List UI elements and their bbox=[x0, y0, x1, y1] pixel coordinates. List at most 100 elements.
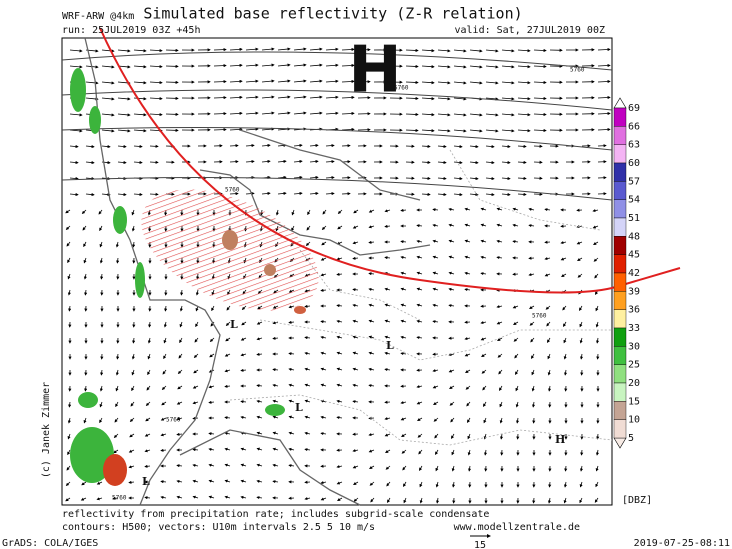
wind-arrow bbox=[448, 223, 455, 227]
wind-arrow bbox=[453, 176, 463, 181]
copyright: (c) Janek Zimmer bbox=[41, 382, 52, 478]
wind-arrow bbox=[432, 385, 439, 389]
wind-arrow bbox=[501, 97, 515, 101]
wind-arrow bbox=[208, 447, 215, 452]
wind-arrow bbox=[160, 433, 167, 437]
wind-arrow bbox=[496, 223, 503, 227]
wind-arrow bbox=[261, 127, 275, 131]
title: Simulated base reflectivity (Z-R relatio… bbox=[143, 5, 522, 23]
wind-arrow bbox=[336, 351, 343, 355]
wind-arrow bbox=[163, 321, 167, 328]
contour-label: 5760 bbox=[570, 67, 585, 74]
wind-arrow bbox=[99, 417, 103, 424]
wind-arrow bbox=[208, 479, 215, 483]
wind-arrow bbox=[469, 144, 479, 149]
wind-arrow bbox=[256, 479, 263, 483]
wind-arrow bbox=[421, 129, 435, 133]
wind-arrow bbox=[163, 337, 167, 344]
wind-arrow bbox=[387, 497, 391, 503]
wind-arrow bbox=[288, 399, 295, 403]
wind-arrow bbox=[485, 65, 499, 69]
wind-arrow bbox=[448, 353, 455, 357]
wind-arrow bbox=[400, 303, 407, 307]
wind-arrow bbox=[272, 431, 279, 435]
wind-arrow bbox=[240, 368, 247, 372]
wind-arrow bbox=[208, 495, 215, 499]
low: L bbox=[142, 475, 150, 488]
wind-arrow bbox=[272, 368, 279, 372]
wind-arrow bbox=[467, 417, 471, 423]
wind-arrow bbox=[293, 47, 307, 51]
wind-arrow bbox=[352, 256, 359, 260]
wind-arrow bbox=[83, 257, 87, 264]
wind-arrow bbox=[160, 417, 167, 421]
wind-arrow bbox=[245, 143, 255, 148]
wind-arrow bbox=[437, 81, 451, 85]
wind-arrow bbox=[66, 465, 71, 471]
wind-arrow bbox=[433, 417, 439, 422]
wind-arrow bbox=[435, 465, 439, 472]
wind-arrow bbox=[309, 143, 319, 148]
colorbar-segment bbox=[613, 126, 627, 145]
wind-arrow bbox=[133, 160, 143, 165]
wind-arrow bbox=[497, 337, 503, 341]
wind-arrow bbox=[368, 335, 375, 339]
wind-arrow bbox=[288, 320, 295, 324]
wind-arrow bbox=[161, 401, 167, 406]
wind-arrow bbox=[341, 95, 355, 100]
wind-arrow bbox=[161, 385, 167, 391]
wind-arrow bbox=[209, 353, 215, 358]
wind-arrow bbox=[469, 160, 479, 165]
wind-arrow bbox=[272, 415, 279, 419]
wind-arrow bbox=[128, 465, 135, 469]
wind-arrow bbox=[544, 208, 551, 212]
wind-arrow bbox=[544, 257, 551, 261]
wind-arrow bbox=[336, 383, 343, 387]
wind-arrow bbox=[133, 97, 147, 101]
colorbar-segment bbox=[613, 236, 627, 255]
wind-arrow bbox=[597, 47, 611, 52]
wind-arrow bbox=[531, 369, 535, 376]
colorbar-segment bbox=[613, 181, 627, 200]
wind-arrow bbox=[400, 271, 407, 275]
wind-arrow bbox=[195, 321, 199, 328]
wind-arrow bbox=[68, 401, 72, 408]
wind-arrow bbox=[69, 113, 83, 117]
wind-arrow bbox=[496, 239, 503, 243]
wind-arrow bbox=[449, 401, 455, 406]
wind-arrow bbox=[480, 321, 487, 325]
wind-arrow bbox=[563, 337, 567, 344]
wind-arrow bbox=[485, 49, 499, 53]
wind-arrow bbox=[293, 63, 307, 67]
wind-arrow bbox=[496, 321, 503, 325]
wind-arrow bbox=[368, 449, 375, 453]
footer-note: reflectivity from precipitation rate; in… bbox=[62, 509, 489, 520]
wind-arrow bbox=[432, 303, 439, 307]
wind-arrow bbox=[133, 144, 143, 149]
wind-arrow bbox=[469, 176, 479, 181]
wind-arrow bbox=[405, 112, 419, 117]
colorbar-segment bbox=[613, 107, 627, 127]
wind-arrow bbox=[368, 303, 375, 307]
wind-arrow bbox=[320, 257, 327, 261]
wind-arrow bbox=[133, 129, 147, 133]
wind-arrow bbox=[548, 481, 552, 488]
low: L bbox=[295, 401, 303, 414]
wind-arrow bbox=[177, 369, 183, 375]
contour-label: 5760 bbox=[532, 313, 547, 320]
wind-arrow bbox=[416, 401, 423, 405]
wind-arrow bbox=[336, 272, 343, 276]
wind-arrow bbox=[548, 385, 552, 392]
wind-arrow bbox=[336, 465, 343, 469]
wind-arrow bbox=[517, 160, 527, 164]
wind-arrow bbox=[528, 207, 535, 211]
wind-arrow bbox=[240, 353, 247, 357]
wind-arrow bbox=[245, 79, 259, 83]
wind-arrow bbox=[517, 176, 527, 180]
wind-arrow bbox=[369, 465, 375, 469]
wind-arrow bbox=[84, 289, 88, 296]
wind-arrow bbox=[435, 481, 439, 488]
wind-arrow bbox=[516, 417, 520, 424]
colorbar-label: 69 bbox=[628, 103, 640, 114]
wind-arrow bbox=[400, 335, 407, 339]
